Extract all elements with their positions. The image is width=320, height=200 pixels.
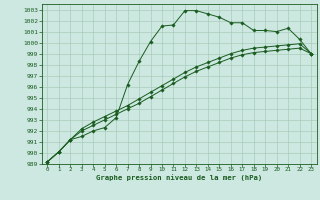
X-axis label: Graphe pression niveau de la mer (hPa): Graphe pression niveau de la mer (hPa) (96, 175, 262, 181)
